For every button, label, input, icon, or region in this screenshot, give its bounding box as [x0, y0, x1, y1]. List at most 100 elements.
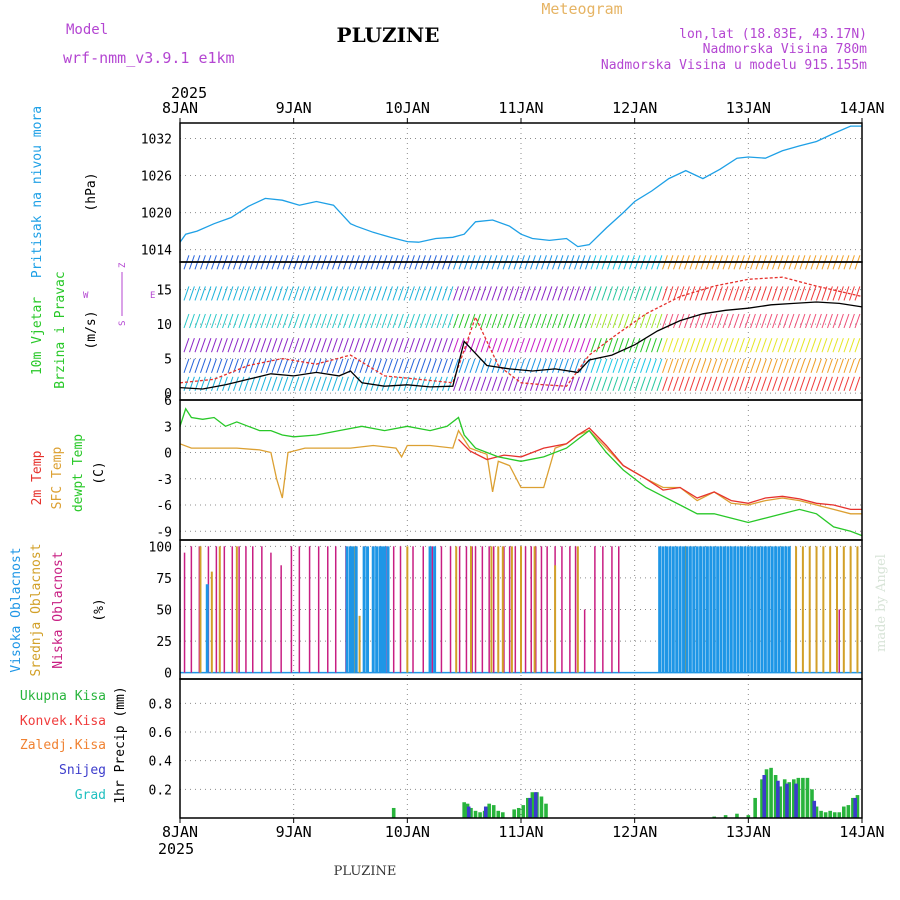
wind-barb	[607, 337, 613, 353]
wind-barb	[436, 376, 443, 391]
wind-barb	[854, 313, 861, 329]
wind-barb	[816, 358, 822, 374]
wind-barb	[700, 337, 707, 353]
wind-barb	[849, 337, 855, 353]
wind-barb	[678, 313, 685, 329]
wind-barb	[750, 286, 756, 301]
precip-bar	[544, 803, 548, 818]
wind-barb	[717, 337, 723, 353]
wind-barb	[337, 358, 344, 374]
wind-barb	[431, 337, 437, 353]
wind-barb	[761, 376, 767, 391]
wind-barb	[662, 337, 668, 353]
precip-bar	[819, 810, 823, 818]
precip-bar	[478, 812, 482, 818]
wind-barb	[827, 376, 833, 391]
wind-barb	[260, 313, 267, 329]
wind-barb	[458, 337, 465, 353]
wind-barb	[458, 286, 465, 301]
precip-bar	[530, 792, 535, 818]
wind-barb	[420, 313, 426, 329]
wind-barb	[717, 286, 723, 301]
wind-barb	[425, 358, 432, 374]
wind-barb	[271, 376, 278, 391]
wind-barb	[711, 286, 718, 301]
wind-barb	[629, 286, 635, 301]
y-tick-label: 1032	[141, 132, 172, 147]
low-cloud-axis-title: Niska Oblacnost	[51, 551, 66, 668]
wind-barb	[453, 358, 459, 374]
legend-conv-rain: Konvek.Kisa	[20, 714, 106, 729]
wind-barb	[601, 337, 608, 353]
wind-barb	[849, 313, 855, 329]
wind-barb	[777, 286, 784, 301]
wind-barb	[491, 376, 498, 391]
precip-bar	[491, 805, 496, 818]
wind-barb	[838, 286, 844, 301]
wind-barb	[359, 376, 366, 391]
precip-bar	[778, 786, 782, 818]
wind-barb	[238, 358, 245, 374]
wind-barb	[618, 358, 624, 374]
wind-barb	[398, 313, 404, 329]
wind-barb	[805, 286, 811, 301]
wind-barb	[766, 376, 773, 391]
wind-barb	[321, 376, 327, 391]
wind-barb	[673, 286, 679, 301]
wind-barb	[381, 313, 388, 329]
wind-barb	[365, 313, 371, 329]
wind-barb	[343, 337, 349, 353]
wind-barb	[315, 376, 322, 391]
precip-bar	[832, 812, 837, 818]
wind-barb	[722, 337, 729, 353]
wind-barb	[222, 376, 228, 391]
wind-barb	[618, 313, 624, 329]
wind-barb	[623, 313, 630, 329]
wind-barb	[634, 376, 641, 391]
wind-barb	[293, 313, 300, 329]
wind-barb	[755, 286, 762, 301]
wind-barb	[200, 358, 206, 374]
wind-barb	[381, 286, 388, 301]
wind-barb	[480, 376, 487, 391]
wind-barb	[266, 337, 272, 353]
wind-barb	[805, 337, 811, 353]
wind-barb	[304, 286, 311, 301]
wind-barb	[799, 376, 806, 391]
wind-barb	[337, 286, 344, 301]
wind-barb	[200, 286, 206, 301]
precip-bar	[846, 805, 851, 818]
wind-barb	[684, 376, 690, 391]
y-tick-label: -9	[156, 525, 172, 540]
wind-barb	[464, 286, 470, 301]
meteogram-label: Meteogram	[541, 0, 622, 18]
wind-barb	[458, 376, 465, 391]
wind-barb	[233, 337, 239, 353]
precip-bar	[487, 803, 491, 818]
wind-barb	[805, 376, 811, 391]
wind-barb	[249, 337, 256, 353]
precip-bar	[469, 807, 473, 818]
wind-barb	[744, 358, 751, 374]
wind-barb	[376, 376, 382, 391]
y-tick-label: 0	[164, 447, 172, 462]
precip-bar	[851, 797, 855, 818]
wind-barb	[805, 358, 811, 374]
wind-barb	[678, 376, 685, 391]
x-tick-label-bottom: 10JAN	[385, 823, 430, 841]
wind-barb	[772, 337, 778, 353]
model-name: wrf-nmm_v3.9.1 e1km	[63, 49, 235, 67]
wind-barb	[370, 286, 377, 301]
wind-barb	[535, 337, 542, 353]
wind-barb	[216, 376, 223, 391]
x-tick-label-top: 13JAN	[726, 99, 771, 117]
wind-barb	[838, 376, 844, 391]
precip-bar	[794, 783, 798, 818]
wind-barb	[431, 358, 437, 374]
wind-barb	[601, 358, 608, 374]
wind-barb	[398, 358, 404, 374]
wind-barb	[420, 337, 426, 353]
compass-w: W	[83, 291, 89, 301]
wind-barb	[348, 286, 355, 301]
wind-barb	[216, 337, 223, 353]
